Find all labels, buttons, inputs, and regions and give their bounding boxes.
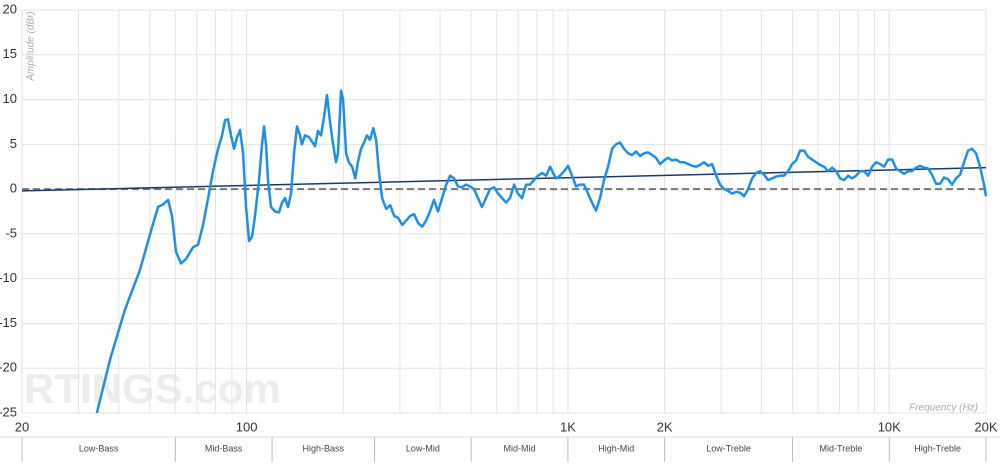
band-label: High-Bass [303, 443, 345, 453]
y-tick-label: 5 [10, 136, 17, 151]
y-tick-label: -25 [0, 404, 17, 419]
x-tick-label: 20 [15, 419, 29, 434]
y-tick-label: -10 [0, 270, 17, 285]
watermark: RTINGS.com [24, 365, 281, 412]
band-label: Mid-Treble [820, 443, 863, 453]
y-tick-label: -20 [0, 360, 17, 375]
y-tick-label: 20 [3, 1, 17, 16]
x-tick-label: 2K [657, 419, 673, 434]
y-axis-title: Amplitude (dBr) [26, 11, 37, 81]
band-label: Low-Bass [79, 443, 119, 453]
band-label: Low-Treble [706, 443, 751, 453]
y-tick-label: 10 [3, 91, 17, 106]
y-tick-label: 15 [3, 46, 17, 61]
series-line [21, 166, 987, 192]
y-tick-label: -5 [5, 225, 17, 240]
y-tick-label: 0 [10, 181, 17, 196]
x-tick-label: 20K [974, 419, 997, 434]
x-tick-label: 10K [878, 419, 901, 434]
band-label: Mid-Bass [205, 443, 243, 453]
y-tick-label: -15 [0, 315, 17, 330]
x-tick-label: 100 [236, 419, 258, 434]
band-label: Mid-Mid [504, 443, 536, 453]
x-axis-title: Frequency (Hz) [909, 403, 978, 414]
band-label: Low-Mid [406, 443, 440, 453]
series-line [95, 89, 988, 414]
band-label: High-Treble [914, 443, 961, 453]
band-label: High-Mid [598, 443, 634, 453]
x-tick-label: 1K [560, 419, 576, 434]
